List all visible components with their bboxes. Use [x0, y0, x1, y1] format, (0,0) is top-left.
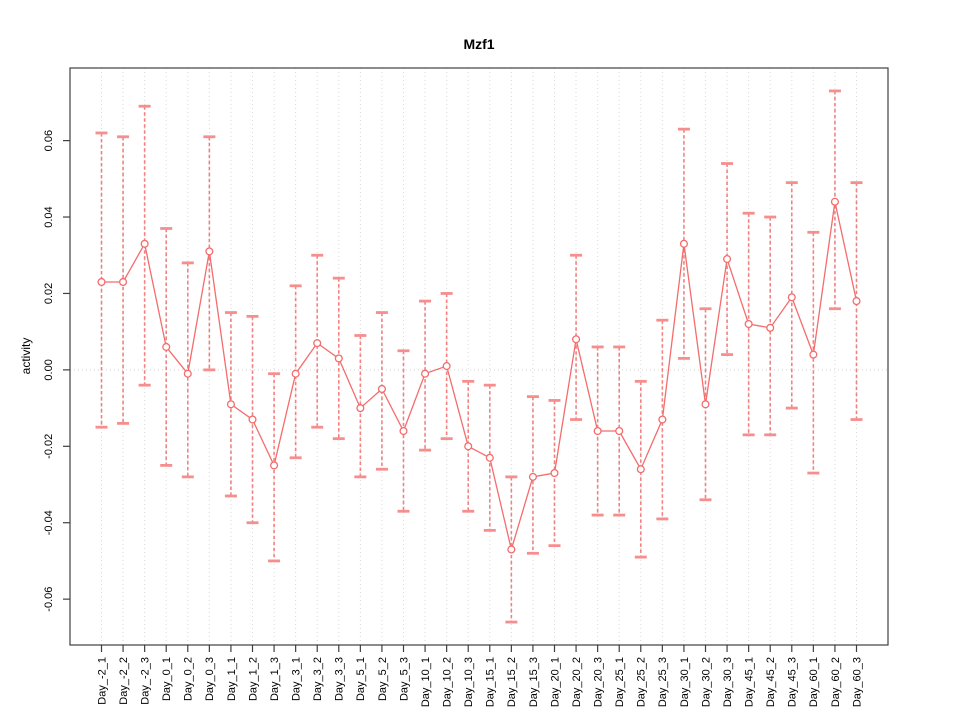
- data-point-marker: [291, 369, 300, 378]
- data-point-marker: [787, 293, 796, 302]
- data-point-marker: [270, 461, 279, 470]
- x-tick-label: Day_20_1: [549, 657, 561, 707]
- data-point-marker: [97, 277, 106, 287]
- data-point-marker: [464, 442, 473, 451]
- x-tick-label: Day_1_2: [247, 657, 259, 701]
- series-line: [101, 201, 858, 552]
- x-tick-label: Day_-2_3: [139, 657, 151, 705]
- data-point-marker: [830, 197, 839, 206]
- y-tick-label: -0.02: [43, 434, 55, 459]
- data-point-marker: [572, 335, 581, 344]
- x-tick-label: Day_15_2: [506, 657, 518, 707]
- x-tick-label: Day_5_1: [355, 657, 367, 701]
- data-point-marker: [205, 247, 214, 256]
- data-point-marker: [766, 323, 775, 332]
- data-point-marker: [528, 472, 537, 481]
- y-tick-label: 0.06: [43, 130, 55, 151]
- data-point-marker: [442, 362, 451, 371]
- x-tick-label: Day_10_3: [463, 657, 475, 707]
- data-point-marker: [809, 350, 818, 359]
- data-point-marker: [183, 369, 192, 378]
- data-point-marker: [421, 369, 430, 378]
- data-point-marker: [701, 400, 710, 409]
- data-point-marker: [377, 384, 386, 394]
- x-tick-label: Day_45_3: [787, 657, 799, 707]
- x-tick-label: Day_3_3: [334, 657, 346, 701]
- y-tick-label: -0.06: [43, 587, 55, 612]
- data-point-marker: [485, 453, 494, 462]
- data-point-marker: [399, 426, 408, 436]
- data-point-marker: [162, 342, 171, 351]
- plot-frame: [69, 67, 889, 646]
- x-tick-label: Day_25_1: [614, 657, 626, 707]
- data-point-marker: [852, 297, 861, 306]
- x-tick-label: Day_60_1: [808, 657, 820, 707]
- x-tick-label: Day_20_3: [592, 657, 604, 707]
- x-tick-label: Day_60_3: [851, 657, 863, 707]
- x-tick-label: Day_0_3: [204, 657, 216, 701]
- x-tick-label: Day_-2_2: [118, 657, 130, 705]
- data-point-marker: [679, 239, 688, 248]
- x-tick-label: Day_-2_1: [96, 657, 108, 705]
- y-tick-label: 0.02: [43, 283, 55, 304]
- data-point-marker: [593, 426, 602, 436]
- data-point-marker: [636, 465, 645, 474]
- x-tick-label: Day_0_2: [183, 657, 195, 701]
- x-tick-label: Day_3_2: [312, 657, 324, 701]
- x-tick-label: Day_15_1: [485, 657, 497, 707]
- x-tick-label: Day_10_2: [441, 657, 453, 707]
- data-point-marker: [140, 239, 149, 248]
- x-tick-label: Day_25_2: [636, 657, 648, 707]
- y-tick-label: -0.04: [43, 510, 55, 535]
- x-tick-label: Day_3_1: [290, 657, 302, 701]
- x-tick-label: Day_5_2: [377, 657, 389, 701]
- data-point-marker: [723, 255, 732, 264]
- x-tick-label: Day_45_1: [743, 657, 755, 707]
- x-tick-label: Day_30_3: [722, 657, 734, 707]
- x-tick-label: Day_1_1: [226, 657, 238, 701]
- x-tick-label: Day_10_1: [420, 657, 432, 707]
- data-point-marker: [313, 339, 322, 348]
- x-tick-label: Day_45_2: [765, 657, 777, 707]
- x-tick-label: Day_0_1: [161, 657, 173, 701]
- data-point-marker: [507, 545, 516, 554]
- x-tick-label: Day_30_1: [679, 657, 691, 707]
- data-point-marker: [226, 400, 235, 409]
- data-point-marker: [248, 415, 257, 424]
- x-tick-label: Day_25_3: [657, 657, 669, 707]
- data-point-marker: [119, 277, 128, 287]
- x-tick-label: Day_15_3: [528, 657, 540, 707]
- chart-title: Mzf1: [463, 36, 495, 52]
- data-point-marker: [615, 426, 624, 436]
- x-tick-label: Day_30_2: [700, 657, 712, 707]
- data-point-marker: [658, 415, 667, 424]
- x-tick-label: Day_5_3: [398, 657, 410, 701]
- data-point-marker: [334, 354, 343, 363]
- x-tick-label: Day_20_2: [571, 657, 583, 707]
- x-tick-label: Day_60_2: [830, 657, 842, 707]
- y-tick-label: 0.00: [43, 359, 55, 380]
- data-point-marker: [356, 404, 365, 413]
- data-point-marker: [550, 468, 559, 478]
- x-tick-label: Day_1_3: [269, 657, 281, 701]
- data-point-marker: [744, 319, 753, 329]
- y-tick-label: 0.04: [43, 206, 55, 227]
